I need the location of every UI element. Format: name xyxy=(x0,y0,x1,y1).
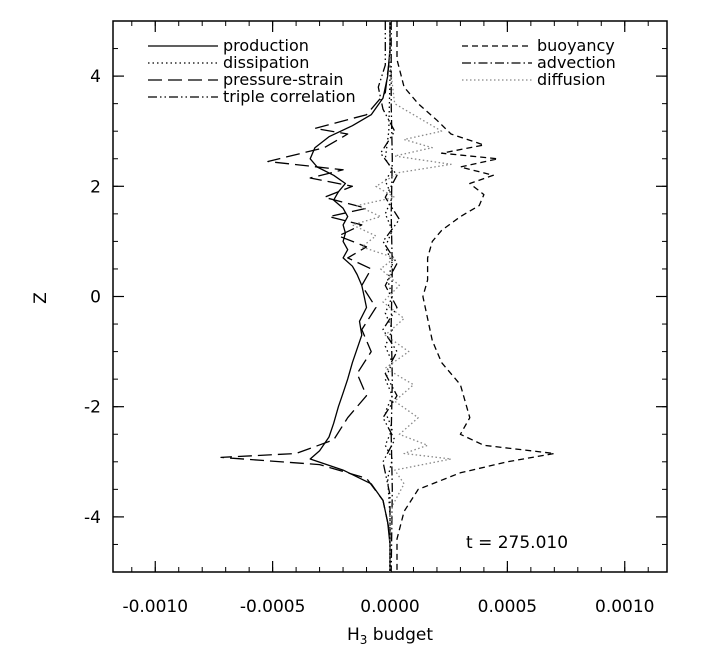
series-triple-correlation xyxy=(377,21,401,572)
x-tick-label: 0.0000 xyxy=(360,597,419,617)
legend-label-dissipation: dissipation xyxy=(223,53,309,72)
x-tick-label: 0.0005 xyxy=(478,597,537,617)
x-tick-label: 0.0010 xyxy=(595,597,654,617)
x-tick-label: -0.0005 xyxy=(240,597,306,617)
time-annotation: t = 275.010 xyxy=(466,533,568,553)
legend-label-triple-correlation: triple correlation xyxy=(223,87,356,106)
series-buoyancy xyxy=(396,21,555,572)
y-tick-label: -4 xyxy=(84,508,101,528)
legend-label-pressure-strain: pressure-strain xyxy=(223,70,343,89)
y-tick-label: 2 xyxy=(90,177,101,197)
legend-label-advection: advection xyxy=(537,53,616,72)
x-tick-label: -0.0010 xyxy=(122,597,188,617)
legend-label-diffusion: diffusion xyxy=(537,70,605,89)
y-tick-label: -2 xyxy=(84,398,101,418)
y-axis-label: Z xyxy=(31,292,51,304)
legend-label-buoyancy: buoyancy xyxy=(537,36,615,55)
series-pressure-strain xyxy=(220,21,391,572)
legend-label-production: production xyxy=(223,36,309,55)
plot-frame xyxy=(112,20,668,573)
series-dissipation xyxy=(384,21,393,572)
y-tick-label: 0 xyxy=(90,288,101,308)
x-axis-label: H3 budget xyxy=(347,625,433,647)
x-axis-label-main: H xyxy=(347,625,360,645)
x-axis-label-sub: 3 xyxy=(360,633,368,647)
series-production xyxy=(309,21,391,572)
x-axis-label-rest: budget xyxy=(367,625,433,645)
y-tick-label: 4 xyxy=(90,67,101,87)
series-diffusion xyxy=(351,21,452,572)
